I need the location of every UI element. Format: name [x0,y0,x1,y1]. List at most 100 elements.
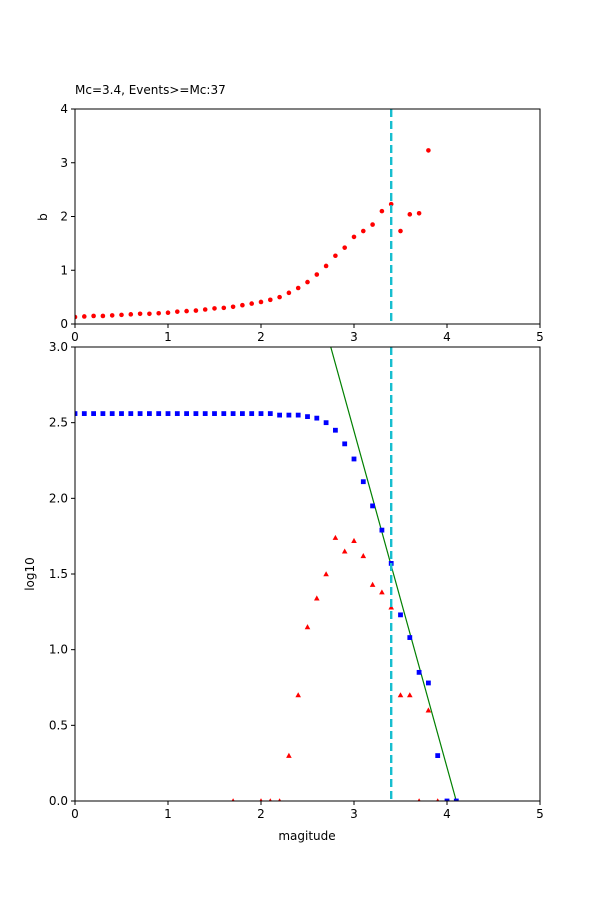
x-tick-label: 3 [350,330,358,344]
data-point-s0 [416,210,422,216]
plot-marks [75,148,431,320]
data-point-s0 [277,294,282,300]
data-point-s1 [323,571,329,577]
bottom-x-axis-label: magitude [278,829,335,843]
data-point-s0 [91,411,96,416]
y-tick-label: 0.0 [49,794,68,808]
x-tick-label: 0 [71,330,79,344]
y-tick-label: 1.5 [49,567,68,581]
data-point-s0 [91,313,96,319]
x-tick-label: 4 [443,330,451,344]
data-point-s0 [286,290,292,296]
data-point-s1 [259,798,263,801]
x-tick-label: 2 [257,807,265,821]
data-point-s0 [184,308,189,314]
data-point-s0 [175,309,180,314]
data-point-s1 [268,798,272,801]
y-tick-label: 4 [60,102,68,116]
data-point-s0 [314,415,320,421]
data-point-s0 [351,456,357,462]
data-point-s0 [370,503,375,509]
data-point-s0 [240,411,245,416]
data-point-s0 [128,312,134,317]
data-point-s1 [286,752,292,758]
x-tick-label: 3 [350,807,358,821]
data-point-s0 [240,302,245,308]
data-point-s0 [426,148,431,153]
data-point-s0 [323,263,329,269]
data-point-s0 [202,307,208,312]
data-point-s0 [202,411,208,416]
data-point-s1 [295,692,301,698]
top-panel-title: Mc=3.4, Events>=Mc:37 [75,83,226,97]
data-point-s0 [100,313,106,319]
y-tick-label: 3 [60,156,68,170]
data-point-s0 [156,411,162,416]
data-point-s0 [267,411,273,416]
data-point-s0 [147,411,152,416]
data-point-s0 [109,411,115,416]
data-point-s0 [119,312,124,318]
data-point-s0 [75,411,78,416]
data-point-s0 [351,234,357,240]
data-point-s1 [397,692,404,698]
data-point-s0 [137,411,143,416]
data-point-s0 [416,669,422,675]
data-point-s0 [295,285,301,291]
data-point-s0 [184,411,189,416]
data-point-s0 [444,798,450,801]
data-point-s0 [147,311,152,317]
data-point-s0 [258,411,264,416]
data-point-s1 [278,798,282,801]
data-point-s0 [82,314,87,319]
b-value-plot-area: 0 1 2 3 4 5 0 1 2 3 4 [60,102,543,344]
data-point-s0 [137,311,143,317]
data-point-s1 [341,548,348,554]
data-point-s0 [174,411,180,416]
data-point-s1 [314,595,320,601]
data-point-s0 [398,228,403,234]
data-point-s1 [231,798,235,801]
data-point-s0 [314,272,320,277]
data-point-s0 [361,228,366,234]
data-point-s0 [230,411,236,416]
data-point-s0 [230,304,236,310]
log10-panel: 0 1 2 3 4 5 0.0 0.5 1.0 1.5 2.0 2.5 3.0 log10 magitu… [23,340,544,843]
data-point-s0 [249,301,254,306]
x-tick-label: 4 [443,807,451,821]
x-tick-label: 2 [257,330,265,344]
fit-line [330,347,457,801]
x-tick-label: 5 [536,807,544,821]
data-point-s1 [332,534,339,540]
data-point-s1 [417,798,421,801]
y-tick-label: 2.0 [49,491,68,505]
data-point-s0 [100,411,106,416]
data-point-s0 [305,414,310,420]
y-tick-label: 2.5 [49,416,68,430]
data-point-s0 [426,680,431,686]
plot-marks [75,347,459,801]
bottom-y-axis-label: log10 [23,557,37,591]
x-tick-label: 1 [164,330,172,344]
data-point-s0 [435,753,441,758]
data-point-s0 [295,412,301,418]
data-point-s0 [165,411,171,416]
data-point-s0 [212,411,217,416]
axes-frame [74,108,541,325]
data-point-s1 [407,692,413,698]
data-point-s0 [323,420,329,426]
data-point-s0 [370,222,375,227]
data-point-s0 [305,279,310,285]
data-point-s1 [379,589,385,595]
data-point-s0 [119,411,124,416]
y-tick-label: 0.5 [49,718,68,732]
data-point-s0 [221,411,227,416]
data-point-s1 [436,798,440,801]
x-tick-label: 1 [164,807,172,821]
data-point-s1 [388,604,394,610]
y-tick-label: 2 [60,210,68,224]
data-point-s0 [212,306,217,311]
data-point-s0 [258,299,264,305]
data-point-s0 [165,310,171,316]
